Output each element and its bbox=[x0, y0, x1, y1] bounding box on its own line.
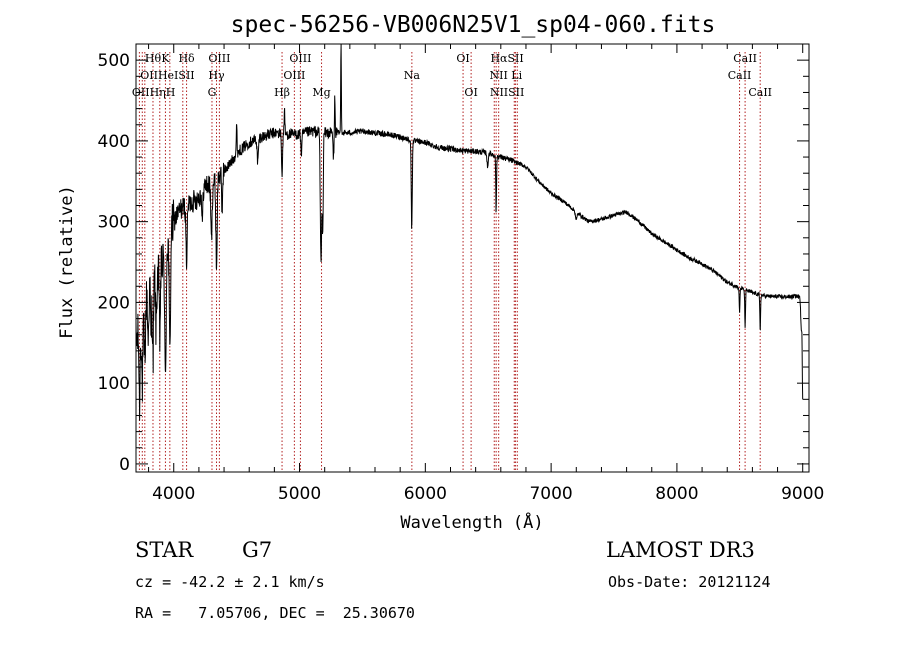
line-label: OIIHeISII bbox=[140, 69, 194, 82]
line-label: OIII bbox=[283, 69, 305, 82]
y-tick-label: 400 bbox=[98, 132, 130, 152]
y-tick-label: 0 bbox=[119, 455, 130, 475]
obs-date: Obs-Date: 20121124 bbox=[608, 573, 771, 591]
line-markers bbox=[138, 52, 761, 472]
line-label: G bbox=[208, 86, 217, 99]
y-tick-label: 500 bbox=[98, 51, 130, 71]
x-tick-label: 8000 bbox=[655, 484, 698, 504]
y-tick-label: 200 bbox=[98, 293, 130, 313]
line-label: NIISII bbox=[490, 86, 525, 99]
line-label: Mg bbox=[312, 86, 330, 99]
object-class: STAR bbox=[135, 538, 194, 562]
x-tick-label: 7000 bbox=[529, 484, 572, 504]
x-tick-label: 6000 bbox=[404, 484, 447, 504]
x-axis-label: Wavelength (Å) bbox=[400, 511, 543, 533]
x-axis: 4000 5000 6000 7000 8000 9000 bbox=[148, 44, 824, 504]
line-label: Hγ bbox=[208, 69, 225, 82]
line-label: OIII bbox=[208, 52, 230, 65]
line-label: OI bbox=[464, 86, 477, 99]
line-labels: Hθ K Hδ OIII OIII OI HαSII CaII OIIHeISII Hγ OIII N… bbox=[132, 52, 772, 99]
chart-title: spec-56256-VB006N25V1_sp04-060.fits bbox=[231, 12, 716, 38]
plot-frame bbox=[135, 43, 810, 473]
line-label: CaII bbox=[728, 69, 752, 82]
survey-name: LAMOST DR3 bbox=[606, 538, 755, 562]
line-label: Hβ bbox=[274, 86, 290, 99]
y-axis-label: Flux (relative) bbox=[57, 185, 77, 339]
line-label: K bbox=[161, 52, 170, 65]
line-label: CaII bbox=[733, 52, 757, 65]
line-label: HαSII bbox=[490, 52, 523, 65]
line-label: CaII bbox=[748, 86, 772, 99]
x-tick-label: 9000 bbox=[781, 484, 824, 504]
line-label: OIIHηH bbox=[132, 86, 175, 99]
line-label: OI bbox=[456, 52, 469, 65]
y-tick-label: 100 bbox=[98, 374, 130, 394]
line-label: NII Li bbox=[490, 69, 523, 82]
coordinates: RA = 7.05706, DEC = 25.30670 bbox=[135, 604, 415, 622]
line-label: Na bbox=[404, 69, 421, 82]
line-label: Hθ bbox=[145, 52, 162, 65]
x-tick-label: 5000 bbox=[278, 484, 321, 504]
line-label: Hδ bbox=[178, 52, 195, 65]
subclass: G7 bbox=[242, 538, 273, 562]
redshift-cz: cz = -42.2 ± 2.1 km/s bbox=[135, 573, 325, 591]
y-axis: 0 100 200 300 400 500 bbox=[98, 43, 809, 475]
x-tick-label: 4000 bbox=[152, 484, 195, 504]
spectrum-line bbox=[135, 43, 804, 421]
y-tick-label: 300 bbox=[98, 213, 130, 233]
line-label: OIII bbox=[289, 52, 311, 65]
